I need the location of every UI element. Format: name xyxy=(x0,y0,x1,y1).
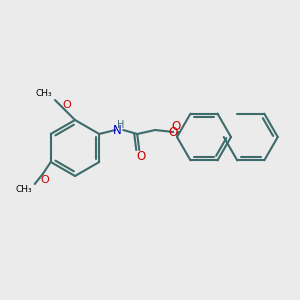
Text: O: O xyxy=(40,175,49,185)
Text: O: O xyxy=(169,125,178,139)
Text: O: O xyxy=(136,151,146,164)
Text: O: O xyxy=(63,100,71,110)
Text: CH₃: CH₃ xyxy=(15,185,32,194)
Text: CH₃: CH₃ xyxy=(35,89,52,98)
Text: H: H xyxy=(117,120,124,130)
Text: N: N xyxy=(113,124,122,136)
Text: O: O xyxy=(172,121,181,134)
